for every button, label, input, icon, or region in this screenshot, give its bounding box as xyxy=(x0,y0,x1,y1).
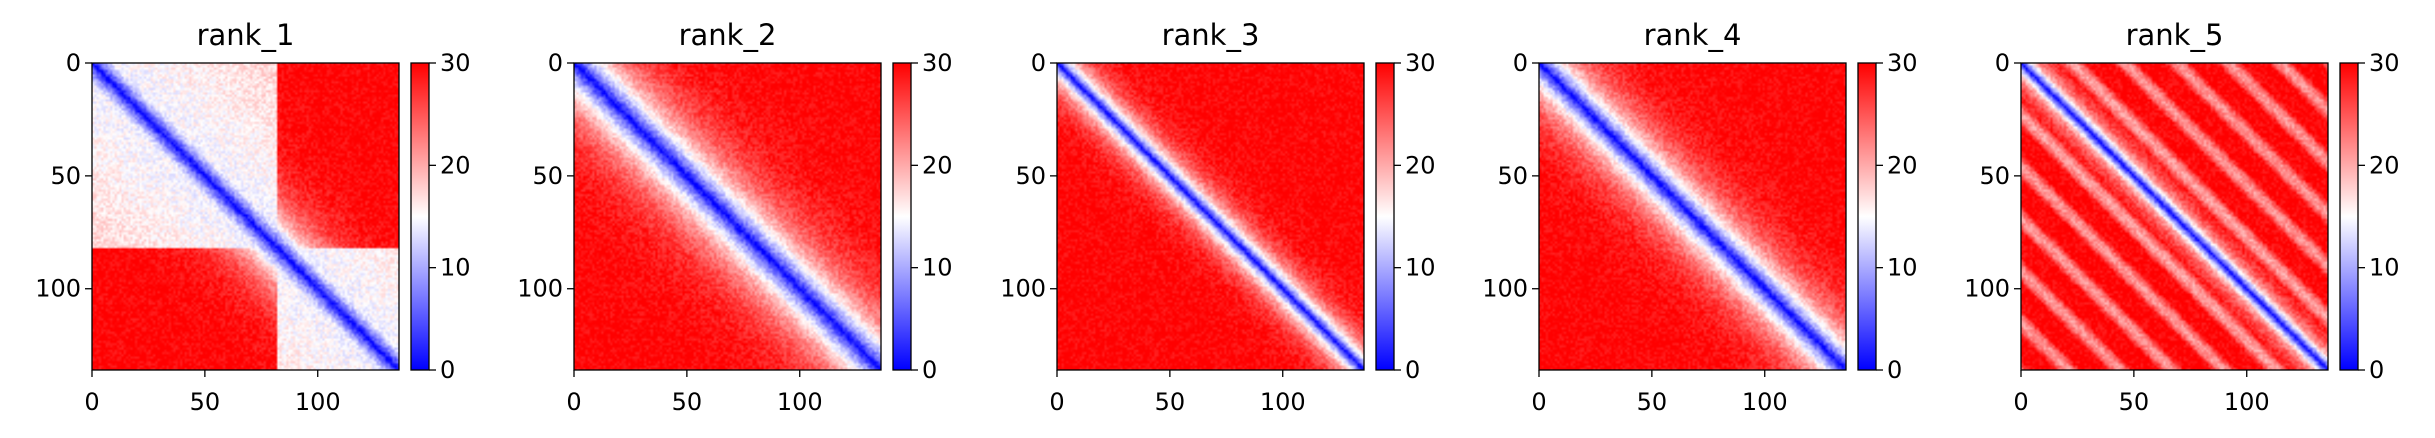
y-tick-label: 0 xyxy=(1513,49,1528,77)
heatmap-image xyxy=(2021,63,2328,370)
x-tick-label: 0 xyxy=(1049,388,1064,416)
x-tick-label: 100 xyxy=(1260,388,1306,416)
panel-title: rank_5 xyxy=(2126,18,2224,52)
colorbar-tick-label: 20 xyxy=(2369,151,2400,179)
y-tick-label: 50 xyxy=(532,162,563,190)
heatmap-panel: rank_2 0 50 100 0 50 100 0 10 20 30 xyxy=(517,18,952,416)
plot-frame xyxy=(91,62,400,371)
y-tick-label: 50 xyxy=(1015,162,1046,190)
x-tick-label: 100 xyxy=(1742,388,1788,416)
plot-frame xyxy=(1056,62,1365,371)
colorbar-tick-label: 30 xyxy=(2369,49,2400,77)
colorbar-frame xyxy=(1857,62,1877,371)
y-tick-label: 100 xyxy=(1482,275,1528,303)
y-tick-label: 50 xyxy=(50,162,81,190)
panel-title: rank_3 xyxy=(1162,18,1260,52)
heatmap-panel: rank_1 0 50 100 0 50 100 0 10 20 30 xyxy=(35,18,470,416)
colorbar xyxy=(1858,63,1876,370)
colorbar xyxy=(1376,63,1394,370)
colorbar-frame xyxy=(892,62,912,371)
x-tick-label: 50 xyxy=(1155,388,1186,416)
plot-frame xyxy=(1538,62,1847,371)
x-tick-label: 0 xyxy=(2013,388,2028,416)
colorbar-tick-label: 30 xyxy=(922,49,953,77)
colorbar xyxy=(2340,63,2358,370)
y-tick-label: 0 xyxy=(66,49,81,77)
colorbar-tick-label: 0 xyxy=(440,356,455,384)
x-tick-label: 0 xyxy=(566,388,581,416)
colorbar-tick-label: 20 xyxy=(922,151,953,179)
heatmap-panel: rank_5 0 50 100 0 50 100 0 10 20 30 xyxy=(1964,18,2399,416)
colorbar xyxy=(893,63,911,370)
colorbar-tick-label: 0 xyxy=(2369,356,2384,384)
colorbar-tick-label: 10 xyxy=(1887,254,1918,282)
x-tick-label: 100 xyxy=(295,388,341,416)
x-tick-label: 0 xyxy=(84,388,99,416)
x-tick-label: 0 xyxy=(1531,388,1546,416)
colorbar-tick-label: 20 xyxy=(440,151,471,179)
colorbar-frame xyxy=(410,62,430,371)
colorbar-tick-label: 30 xyxy=(440,49,471,77)
y-tick-label: 100 xyxy=(1000,275,1046,303)
y-tick-label: 50 xyxy=(1979,162,2010,190)
plot-frame xyxy=(2020,62,2329,371)
y-tick-label: 100 xyxy=(35,275,81,303)
x-tick-label: 50 xyxy=(672,388,703,416)
colorbar-tick-label: 10 xyxy=(1405,254,1436,282)
panel-title: rank_2 xyxy=(679,18,777,52)
colorbar-tick-label: 10 xyxy=(922,254,953,282)
colorbar-tick-label: 10 xyxy=(440,254,471,282)
plot-frame xyxy=(573,62,882,371)
colorbar-tick-label: 0 xyxy=(1405,356,1420,384)
panel-title: rank_4 xyxy=(1644,18,1742,52)
colorbar-tick-label: 10 xyxy=(2369,254,2400,282)
heatmap-image xyxy=(574,63,881,370)
x-tick-label: 100 xyxy=(777,388,823,416)
heatmap-image xyxy=(92,63,399,370)
colorbar-tick-label: 20 xyxy=(1405,151,1436,179)
y-tick-label: 0 xyxy=(1995,49,2010,77)
x-tick-label: 50 xyxy=(2119,388,2150,416)
x-tick-label: 100 xyxy=(2224,388,2270,416)
colorbar-tick-label: 0 xyxy=(1887,356,1902,384)
colorbar-frame xyxy=(1375,62,1395,371)
y-tick-label: 0 xyxy=(548,49,563,77)
heatmap-panel: rank_3 0 50 100 0 50 100 0 10 20 30 xyxy=(1000,18,1435,416)
y-tick-label: 100 xyxy=(517,275,563,303)
y-tick-label: 50 xyxy=(1497,162,1528,190)
colorbar-tick-label: 30 xyxy=(1887,49,1918,77)
heatmap-panel: rank_4 0 50 100 0 50 100 0 10 20 30 xyxy=(1482,18,1917,416)
heatmap-image xyxy=(1057,63,1364,370)
x-tick-label: 50 xyxy=(190,388,221,416)
y-tick-label: 0 xyxy=(1031,49,1046,77)
heatmap-image xyxy=(1539,63,1846,370)
colorbar-tick-label: 30 xyxy=(1405,49,1436,77)
panel-title: rank_1 xyxy=(197,18,295,52)
colorbar-frame xyxy=(2339,62,2359,371)
y-tick-label: 100 xyxy=(1964,275,2010,303)
colorbar xyxy=(411,63,429,370)
colorbar-tick-label: 20 xyxy=(1887,151,1918,179)
x-tick-label: 50 xyxy=(1637,388,1668,416)
colorbar-tick-label: 0 xyxy=(922,356,937,384)
